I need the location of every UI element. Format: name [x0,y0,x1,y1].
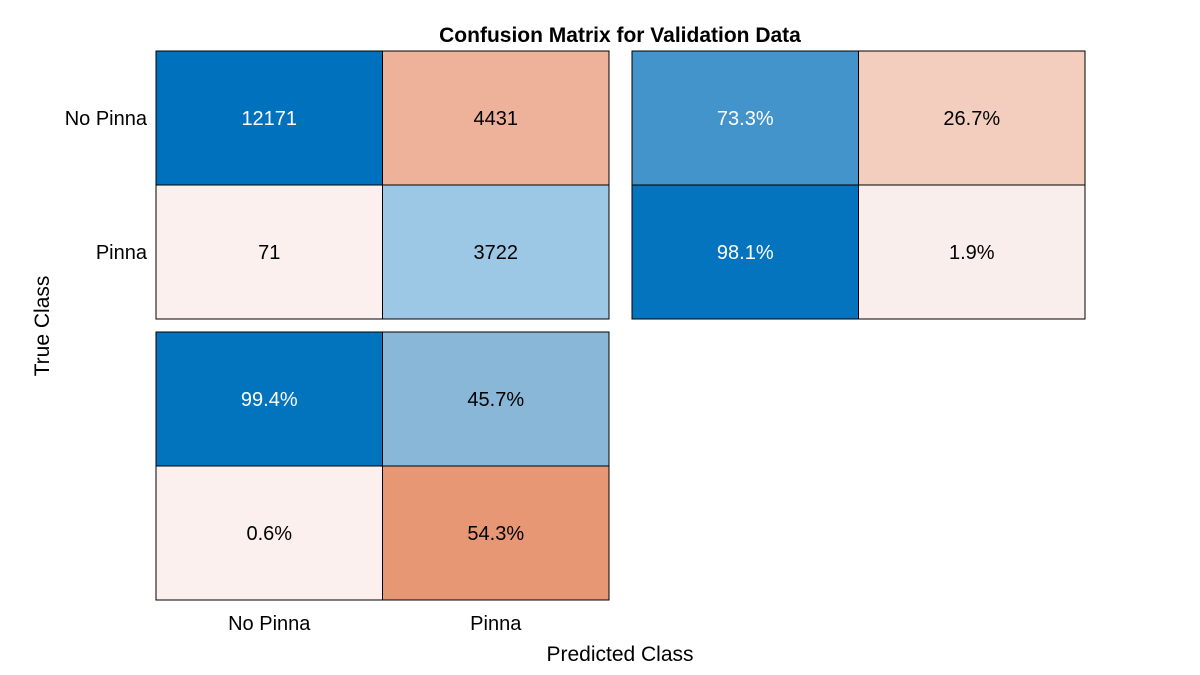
matrix-cell-r0-c0 [155,50,383,186]
column-summary-cell-r1-c1-label: 54.3% [467,523,524,545]
matrix-cell-r1-c0 [155,184,383,320]
tick-labels: No Pinna No Pinna Pinna Pinna [65,108,522,635]
x-axis-label: Predicted Class [546,643,693,666]
matrix-cell-r0-c1-label: 4431 [474,108,519,130]
column-summary-cell-r1-c0-label: 0.6% [246,523,292,545]
row-summary-cell-r1-c0 [631,184,859,320]
row-summary-cell-r1-c1 [858,184,1086,320]
matrix-cell-r1-c1 [382,184,610,320]
matrix-cell-r0-c0-label: 12171 [241,108,297,130]
matrix-cells: 12171 4431 71 3722 73.3% 26.7% 98.1% 1.9% 99.4% 4… [155,50,1086,601]
matrix-cell-r0-c1 [382,50,610,186]
x-tick-label: Pinna [470,613,522,635]
column-summary-cell-r0-c1 [382,331,610,467]
x-tick-label: No Pinna [228,613,311,635]
y-tick-label: No Pinna [65,108,148,130]
y-axis-label: True Class [31,276,54,377]
chart-title: Confusion Matrix for Validation Data [439,24,801,47]
row-summary-cell-r0-c0 [631,50,859,186]
row-summary-cell-r0-c1 [858,50,1086,186]
y-tick-label: Pinna [96,242,148,264]
column-summary-cell-r0-c1-label: 45.7% [467,389,524,411]
row-summary-cell-r0-c0-label: 73.3% [717,108,774,130]
matrix-cell-r1-c0-label: 71 [258,242,280,264]
row-summary-cell-r1-c1-label: 1.9% [949,242,995,264]
row-summary-cell-r0-c1-label: 26.7% [943,108,1000,130]
column-summary-cell-r1-c1 [382,465,610,601]
column-summary-cell-r0-c0-label: 99.4% [241,389,298,411]
row-summary-cell-r1-c0-label: 98.1% [717,242,774,264]
matrix-cell-r1-c1-label: 3722 [474,242,519,264]
